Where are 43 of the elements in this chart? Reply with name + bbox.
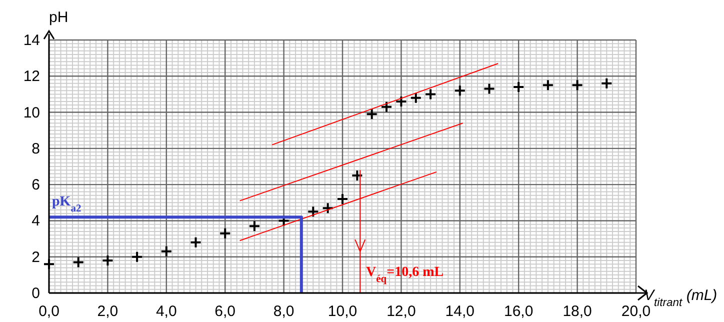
point [102, 254, 114, 266]
annotation: pK$_{a2}$ [52, 194, 82, 214]
point [219, 227, 232, 240]
point [160, 245, 172, 258]
y-tick-label: 4 [32, 212, 40, 230]
x-tick-label: 14,0 [445, 303, 474, 320]
point [454, 84, 466, 97]
point [424, 88, 437, 100]
point [351, 170, 364, 182]
point [43, 258, 55, 270]
y-tick-label: 12 [23, 68, 40, 86]
point [571, 79, 584, 92]
point [380, 100, 393, 113]
point [322, 202, 334, 214]
point [395, 95, 408, 108]
point [512, 80, 525, 93]
x-tick-label: 4,0 [156, 303, 177, 320]
x-tick-label: 2,0 [97, 303, 118, 320]
x-tick-label: 18,0 [562, 303, 592, 320]
point [542, 79, 554, 92]
y-tick-label: 14 [23, 32, 40, 49]
y-tick-label: 10 [23, 104, 40, 122]
y-tick-label: 8 [32, 140, 40, 158]
x-tick-label: 16,0 [504, 303, 534, 320]
point [72, 256, 84, 268]
x-tick-label: 8,0 [273, 303, 294, 320]
x-tick-label: 10,0 [328, 303, 358, 320]
y-tick-label: 2 [32, 248, 40, 266]
point [410, 92, 422, 104]
y-axis-title: pH [49, 9, 68, 26]
point [131, 250, 144, 263]
y-tick-label: 6 [32, 176, 40, 194]
x-tick-label: 6,0 [214, 303, 236, 320]
point [483, 82, 496, 95]
y-tick-label: 0 [32, 285, 40, 302]
point [307, 206, 320, 218]
point [248, 220, 260, 232]
point [600, 77, 613, 90]
x-tick-label: 0,0 [38, 303, 60, 320]
point [190, 236, 202, 248]
point [336, 193, 348, 206]
point [366, 108, 378, 120]
x-tick-label: 12,0 [386, 303, 416, 320]
